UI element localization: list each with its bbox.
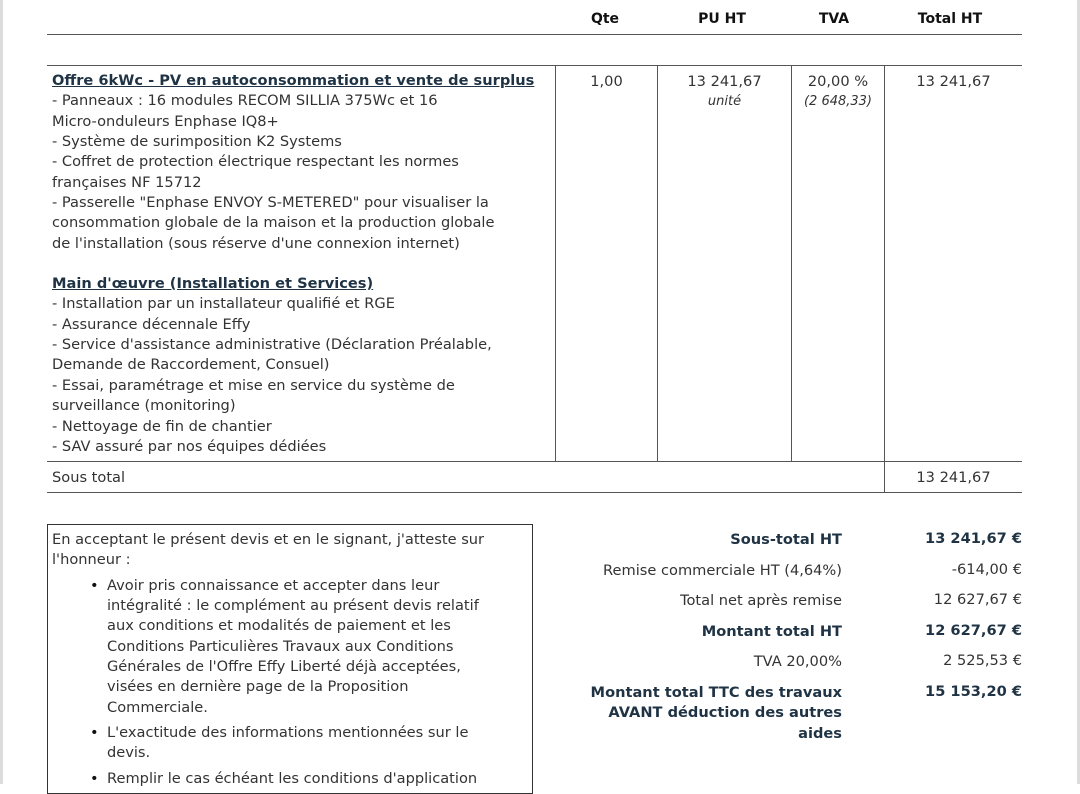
row-bottom-rule [47,461,1022,462]
item-qte: 1,00 [590,73,623,90]
totals-label: Total net après remise [680,592,842,609]
totals-value: -614,00 € [951,561,1022,578]
totals-value: 2 525,53 € [943,652,1022,669]
attestation-intro-line: l'honneur : [52,551,131,569]
bullet-dot-icon: • [90,769,99,787]
description-line: surveillance (monitoring) [52,397,236,415]
description-line: - Nettoyage de fin de chantier [52,417,272,435]
subtotal-bottom-rule [47,492,1022,493]
item-pu-ht: 13 241,67 unité [658,72,791,112]
attestation-bullet-line: Conditions Particulières Travaux aux Con… [107,637,454,655]
description-line: - Service d'assistance administrative (D… [52,336,492,354]
item-title-labor: Main d'œuvre (Installation et Services) [52,275,374,293]
description-line: - Coffret de protection électrique respe… [52,153,459,171]
attestation-bullet-line: aux conditions et modalités de paiement … [107,617,451,635]
totals-value: 12 627,67 € [925,622,1022,639]
subtotal-label: Sous total [52,469,126,486]
col-divider [884,65,885,492]
totals-label-line: Montant total TTC des travaux [590,684,842,701]
attestation-bullet-line: intégralité : le complément au présent d… [107,597,479,615]
attestation-bullet-line: visées en dernière page de la Propositio… [107,678,409,696]
attestation-bullet-line: Remplir le cas échéant les conditions d'… [107,769,478,787]
attestation-bullet-line: devis. [107,744,151,762]
description-line: - Passerelle "Enphase ENVOY S-METERED" p… [52,194,489,212]
header-rule [47,34,1022,35]
bullet-dot-icon: • [90,576,99,594]
description-line: - Installation par un installateur quali… [52,295,395,313]
totals-label: Montant total TTC des travaux AVANT déduc… [591,683,842,744]
totals-label-line: aides [798,724,842,742]
totals-label: TVA 20,00% [753,653,842,670]
attestation-bullet-line: Avoir pris connaissance et accepter dans… [107,576,440,594]
attestation-bullet: • L'exactitude des informations mentionné… [52,723,484,764]
header-qte: Qte [590,11,620,27]
header-total-ht: Total HT [917,11,983,27]
description-line: - SAV assuré par nos équipes dédiées [52,437,327,455]
header-tva: TVA [818,11,850,27]
description-line: - Assurance décennale Effy [52,315,251,333]
item-tva-amount: (2 648,33) [803,94,873,109]
description-line: - Système de surimposition K2 Systems [52,133,342,151]
attestation-text: En acceptant le présent devis et en le s… [52,530,484,789]
item-tva: 20,00 % (2 648,33) [792,72,884,112]
description-line: françaises NF 15712 [52,173,202,191]
header-pu-ht: PU HT [698,11,746,27]
item-description: Offre 6kWc - PV en autoconsommation et v… [52,71,534,457]
totals-value: 15 153,20 € [925,683,1022,700]
description-line: Demande de Raccordement, Consuel) [52,356,330,374]
col-divider [791,65,792,461]
description-line: - Essai, paramétrage et mise en service … [52,376,455,394]
totals-label: Montant total HT [701,623,842,640]
attestation-bullet: • Remplir le cas échéant les conditions d… [52,769,484,789]
attestation-bullet-line: Commerciale. [107,698,208,716]
totals-value: 13 241,67 € [925,530,1022,547]
item-pu-value: 13 241,67 [687,73,762,90]
totals-label: Remise commerciale HT (4,64%) [603,562,842,579]
attestation-bullet-line: Générales de l'Offre Effy Liberté déjà a… [107,658,461,676]
col-divider [657,65,658,461]
item-tva-rate: 20,00 % [807,73,869,90]
item-title-offer: Offre 6kWc - PV en autoconsommation et v… [52,72,535,89]
description-line: Micro-onduleurs Enphase IQ8+ [52,112,279,130]
description-line: de l'installation (sous réserve d'une co… [52,234,460,252]
attestation-bullet: • Avoir pris connaissance et accepter dan… [52,576,484,718]
row-top-rule [47,65,1022,66]
totals-label: Sous-total HT [730,531,842,548]
bullet-dot-icon: • [90,724,99,742]
description-line: - Panneaux : 16 modules RECOM SILLIA 375… [52,92,438,110]
item-total-ht: 13 241,67 [916,73,991,90]
subtotal-value: 13 241,67 [916,469,991,486]
item-unit: unité [707,94,742,109]
page-edge-right [1077,0,1080,784]
attestation-bullet-line: L'exactitude des informations mentionnée… [107,724,469,742]
totals-label-line: AVANT déduction des autres [608,704,842,722]
attestation-intro-line: En acceptant le présent devis et en le s… [52,531,485,548]
description-line: consommation globale de la maison et la … [52,214,495,232]
page-edge-left [0,0,3,784]
col-divider [555,65,556,461]
totals-value: 12 627,67 € [933,591,1022,608]
